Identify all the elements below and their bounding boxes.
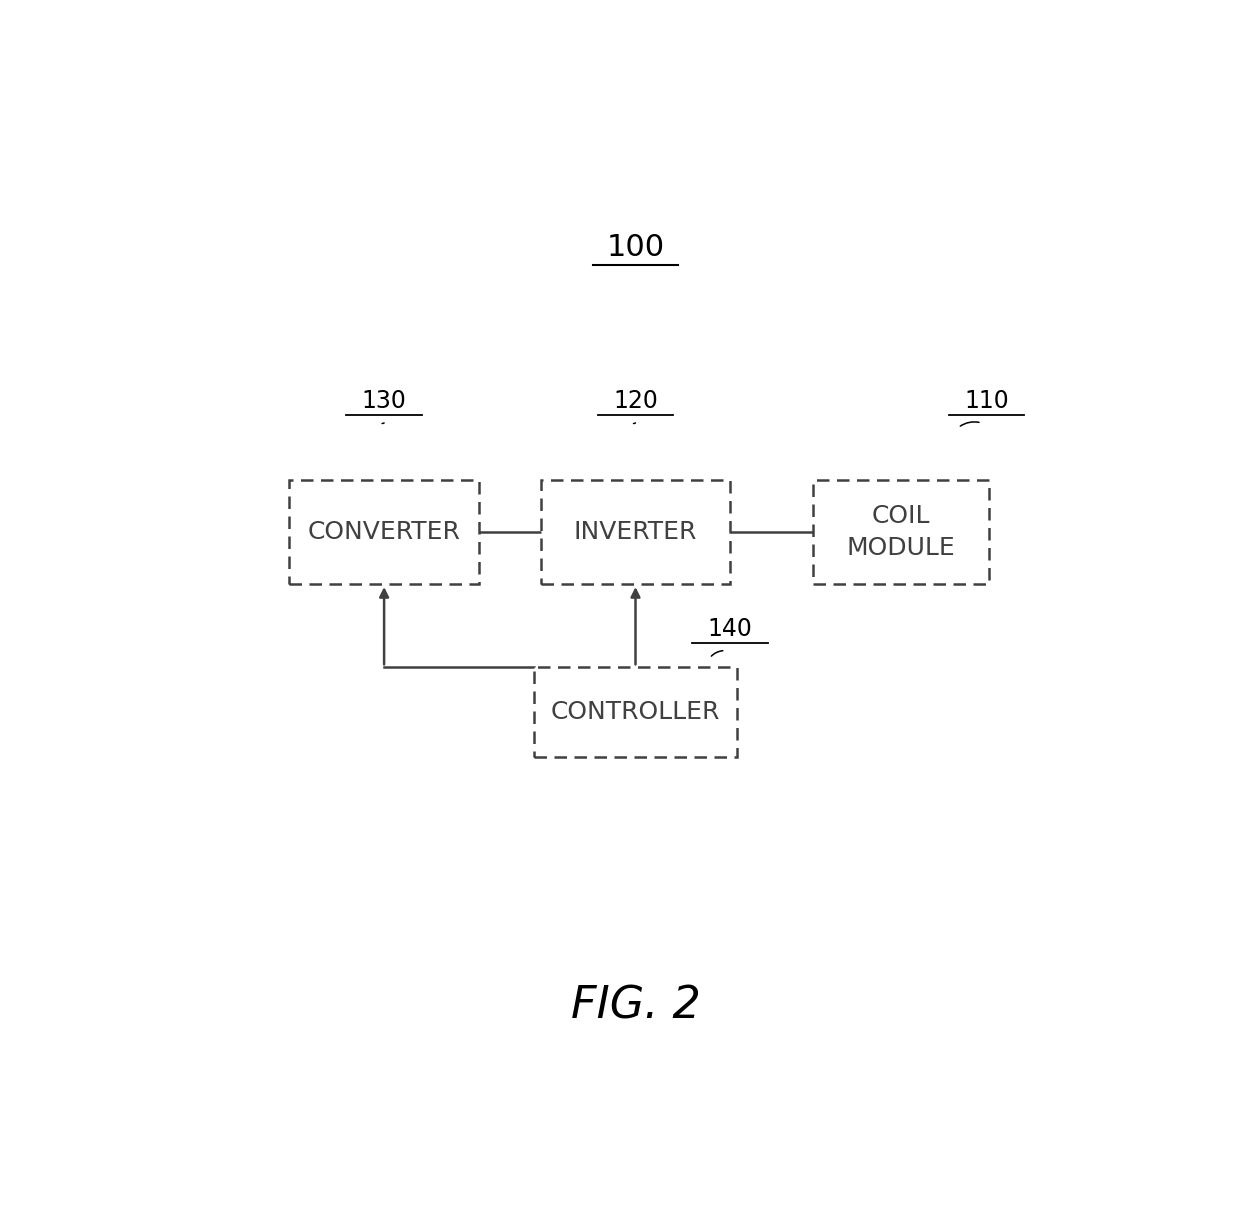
Text: 140: 140 — [708, 617, 753, 641]
Text: 110: 110 — [965, 389, 1009, 414]
Text: 130: 130 — [362, 389, 407, 414]
Text: CONTROLLER: CONTROLLER — [551, 700, 720, 724]
Bar — [541, 479, 730, 584]
Text: FIG. 2: FIG. 2 — [570, 984, 701, 1027]
Text: 100: 100 — [606, 233, 665, 261]
Bar — [813, 479, 988, 584]
Text: COIL
MODULE: COIL MODULE — [847, 504, 956, 559]
Bar — [533, 668, 738, 758]
Bar — [289, 479, 479, 584]
Text: CONVERTER: CONVERTER — [308, 520, 460, 545]
Text: INVERTER: INVERTER — [574, 520, 697, 545]
Text: 120: 120 — [613, 389, 658, 414]
